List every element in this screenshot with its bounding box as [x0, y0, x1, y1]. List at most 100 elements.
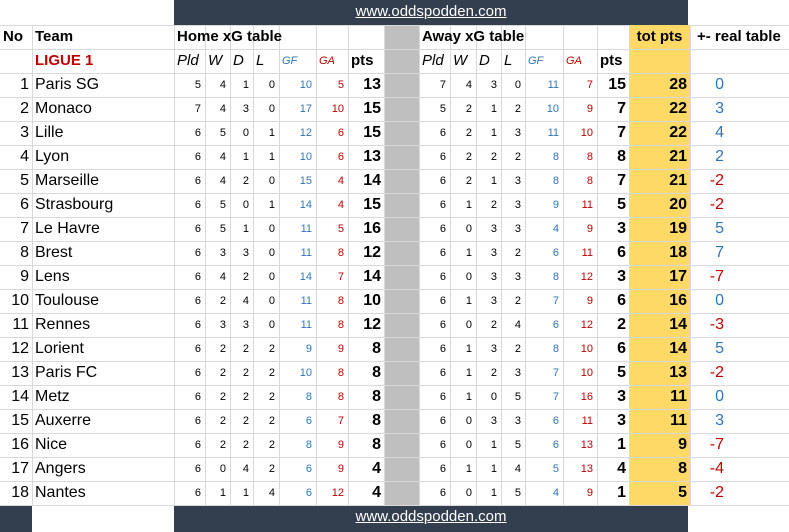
grid-hline: [0, 409, 789, 410]
home-stat: 0: [242, 199, 249, 211]
row-number: 4: [20, 148, 29, 165]
row-number: 3: [20, 124, 29, 141]
home-stat: 4: [219, 103, 226, 115]
real-table-diff: -7: [709, 436, 724, 453]
away-stat: 5: [514, 487, 521, 499]
grid-hline: [0, 169, 789, 170]
team-name: Monaco: [35, 100, 92, 117]
home-stat: 8: [337, 319, 344, 331]
home-stat: 4: [219, 175, 226, 187]
home-stat: 7: [337, 271, 344, 283]
away-header-gf: GF: [528, 55, 544, 67]
home-stat: 6: [194, 247, 201, 259]
home-stat: 1: [242, 223, 249, 235]
away-stat: 1: [465, 343, 472, 355]
home-pts: 4: [372, 460, 381, 477]
away-stat: 2: [465, 127, 472, 139]
home-pts: 13: [363, 76, 381, 93]
row-number: 9: [20, 268, 29, 285]
away-stat: 4: [514, 319, 521, 331]
home-stat: 6: [305, 415, 312, 427]
real-table-diff: -7: [709, 268, 724, 285]
team-name: Marseille: [35, 172, 100, 189]
away-stat: 2: [514, 343, 521, 355]
row-number: 16: [11, 436, 29, 453]
home-stat: 3: [219, 247, 226, 259]
away-stat: 13: [580, 439, 593, 451]
away-stat: 0: [465, 415, 472, 427]
home-stat: 10: [299, 79, 312, 91]
away-stat: 6: [552, 439, 559, 451]
away-stat: 1: [465, 247, 472, 259]
home-stat: 4: [242, 463, 249, 475]
home-stat: 10: [331, 103, 344, 115]
real-table-diff: 2: [715, 148, 724, 165]
home-stat: 6: [194, 175, 201, 187]
home-stat: 0: [268, 175, 275, 187]
tot-pts: 11: [670, 412, 687, 429]
tot-pts: 22: [669, 100, 687, 117]
home-stat: 2: [242, 439, 249, 451]
away-stat: 3: [514, 127, 521, 139]
away-stat: 3: [490, 79, 497, 91]
away-stat: 6: [552, 415, 559, 427]
away-pts: 7: [617, 124, 626, 141]
away-stat: 4: [552, 487, 559, 499]
home-stat: 6: [194, 415, 201, 427]
home-stat: 6: [194, 487, 201, 499]
team-name: Metz: [35, 388, 70, 405]
home-stat: 12: [299, 127, 312, 139]
league-label: LIGUE 1: [35, 52, 94, 69]
away-stat: 2: [465, 175, 472, 187]
bottom-banner[interactable]: www.oddspodden.com: [174, 505, 688, 532]
away-stat: 1: [465, 295, 472, 307]
home-stat: 6: [194, 271, 201, 283]
away-pts: 4: [617, 460, 626, 477]
away-stat: 3: [490, 295, 497, 307]
away-stat: 10: [546, 103, 559, 115]
home-stat: 11: [300, 247, 312, 259]
away-stat: 7: [439, 79, 446, 91]
team-name: Paris FC: [35, 364, 98, 381]
home-stat: 2: [268, 439, 275, 451]
grid-hline: [0, 457, 789, 458]
home-stat: 2: [219, 391, 226, 403]
away-pts: 3: [617, 220, 626, 237]
home-stat: 1: [242, 487, 249, 499]
row-number: 6: [20, 196, 29, 213]
tot-pts: 16: [669, 292, 687, 309]
away-header-d: D: [479, 52, 490, 69]
team-name: Brest: [35, 244, 73, 261]
team-name: Rennes: [35, 316, 91, 333]
away-stat: 9: [586, 223, 593, 235]
away-stat: 5: [552, 463, 559, 475]
home-stat: 9: [305, 343, 312, 355]
away-header-pts: pts: [600, 52, 623, 69]
away-pts: 6: [617, 340, 626, 357]
home-stat: 4: [337, 199, 344, 211]
grid-hline: [0, 289, 789, 290]
away-stat: 9: [586, 103, 593, 115]
home-stat: 10: [299, 367, 312, 379]
header-no: No: [3, 28, 23, 45]
home-stat: 8: [337, 247, 344, 259]
home-stat: 9: [337, 439, 344, 451]
away-stat: 11: [581, 415, 593, 427]
home-pts: 13: [363, 148, 381, 165]
home-stat: 2: [219, 367, 226, 379]
row-number: 15: [11, 412, 29, 429]
team-name: Paris SG: [35, 76, 100, 93]
away-stat: 1: [490, 463, 497, 475]
top-banner[interactable]: www.oddspodden.com: [174, 0, 688, 25]
away-pts: 7: [617, 172, 626, 189]
away-stat: 1: [465, 199, 472, 211]
away-pts: 3: [617, 268, 626, 285]
away-stat: 0: [465, 223, 472, 235]
away-stat: 6: [439, 247, 446, 259]
home-stat: 2: [268, 415, 275, 427]
away-stat: 0: [465, 439, 472, 451]
real-table-diff: -2: [709, 196, 724, 213]
home-stat: 2: [268, 367, 275, 379]
row-number: 17: [11, 460, 29, 477]
